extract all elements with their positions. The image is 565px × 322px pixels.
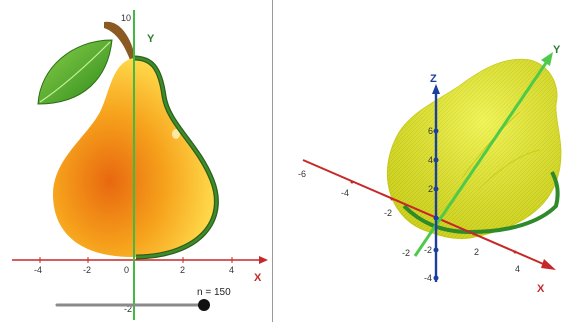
graphics-view-2d[interactable]: -4 -2 0 2 4 X 10 -2 Y <box>0 0 272 322</box>
pear-stem <box>104 21 136 60</box>
y-tick-label: 10 <box>121 13 131 23</box>
x-axis-ticks <box>39 257 233 263</box>
pear-leaf <box>37 39 113 105</box>
x-tick-label: 2 <box>180 265 185 275</box>
x-tick-label: 4 <box>229 265 234 275</box>
z3d-tick-label: -2 <box>424 245 432 255</box>
x-tick-label: 0 <box>124 265 129 275</box>
y-axis-3d-arrow <box>541 52 553 66</box>
pear-profile-curve-3d <box>402 171 560 235</box>
pear-outline-curve-inner <box>133 56 218 259</box>
x-tick-label: -2 <box>83 265 91 275</box>
x-axis-3d <box>302 159 549 267</box>
pear-surface-3d <box>386 58 562 239</box>
x-tick-label: -4 <box>34 265 42 275</box>
view-divider[interactable] <box>272 0 273 322</box>
y-tick-label: -2 <box>124 304 132 314</box>
x3d-tick-label: -2 <box>384 208 392 218</box>
slider-value-label: n = 150 <box>197 287 231 298</box>
x3d-tick-label: -6 <box>298 169 306 179</box>
x-axis-label: X <box>254 272 262 284</box>
z-axis-3d-arrow <box>432 84 440 94</box>
z3d-tick-label: -4 <box>424 273 432 283</box>
z3d-tick-label: 6 <box>428 126 433 136</box>
slider-handle[interactable] <box>198 299 210 311</box>
pear-highlight <box>172 129 180 139</box>
x3d-axis-label: X <box>537 283 545 295</box>
x-axis-3d-arrow <box>541 259 556 270</box>
pear-leaf-vein <box>39 41 111 103</box>
x-axis-3d-ticks <box>350 180 517 254</box>
graphics-view-3d[interactable]: -6 -4 -2 2 4 X -2 Y 6 4 2 -2 -4 Z <box>273 0 565 322</box>
x3d-tick-label: -4 <box>341 188 349 198</box>
z3d-tick-label: 4 <box>428 155 433 165</box>
y3d-axis-label: Y <box>553 44 561 56</box>
z3d-axis-label: Z <box>430 73 437 85</box>
slider-n[interactable] <box>55 299 210 311</box>
z-axis-3d-ticks <box>433 128 439 281</box>
y3d-tick-label: -2 <box>402 248 410 258</box>
x3d-tick-label: 2 <box>474 247 479 257</box>
x3d-tick-label: 4 <box>515 264 520 274</box>
z3d-tick-label: 2 <box>428 184 433 194</box>
x-axis-arrow <box>259 256 268 264</box>
y-axis-label: Y <box>147 33 155 45</box>
